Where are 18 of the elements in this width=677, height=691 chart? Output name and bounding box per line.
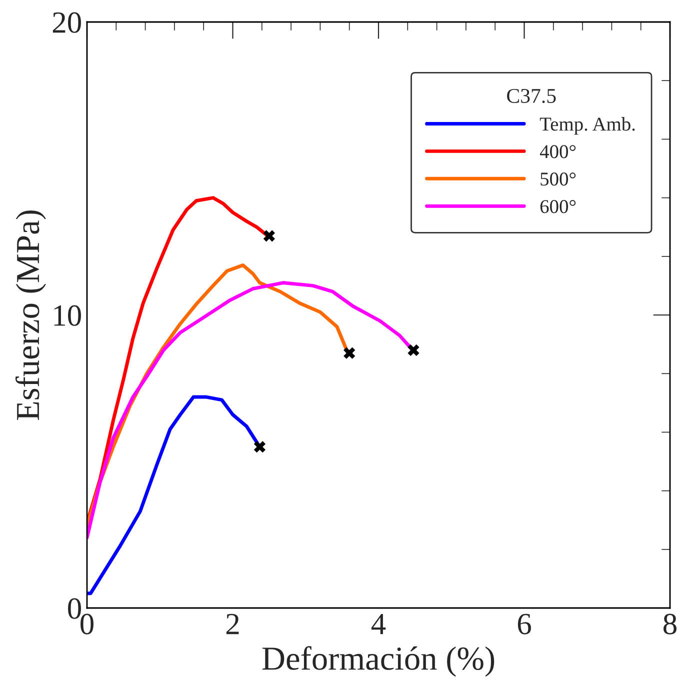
x-tick-label: 4 bbox=[371, 614, 386, 634]
x-tick-label: 8 bbox=[664, 614, 676, 634]
y-tick-label: 10 bbox=[54, 305, 81, 326]
point bbox=[254, 441, 266, 453]
y-tick-label: 20 bbox=[52, 12, 81, 33]
legend-title: C37.5 bbox=[507, 88, 556, 104]
legend-label: 500° bbox=[540, 172, 576, 186]
legend-label: 400° bbox=[540, 145, 576, 158]
x-tick-label: 6 bbox=[518, 614, 531, 634]
legend-label: Temp. Amb. bbox=[540, 117, 635, 135]
legend-label: 600° bbox=[540, 200, 576, 214]
x-tick-label: 2 bbox=[226, 614, 239, 634]
y-tick-label: 0 bbox=[68, 598, 81, 619]
point bbox=[344, 347, 356, 359]
y-axis-title: Esfuerzo (MPa) bbox=[15, 210, 46, 420]
x-axis-title: Deformación (%) bbox=[262, 646, 494, 677]
point bbox=[263, 230, 275, 242]
point bbox=[408, 344, 420, 356]
